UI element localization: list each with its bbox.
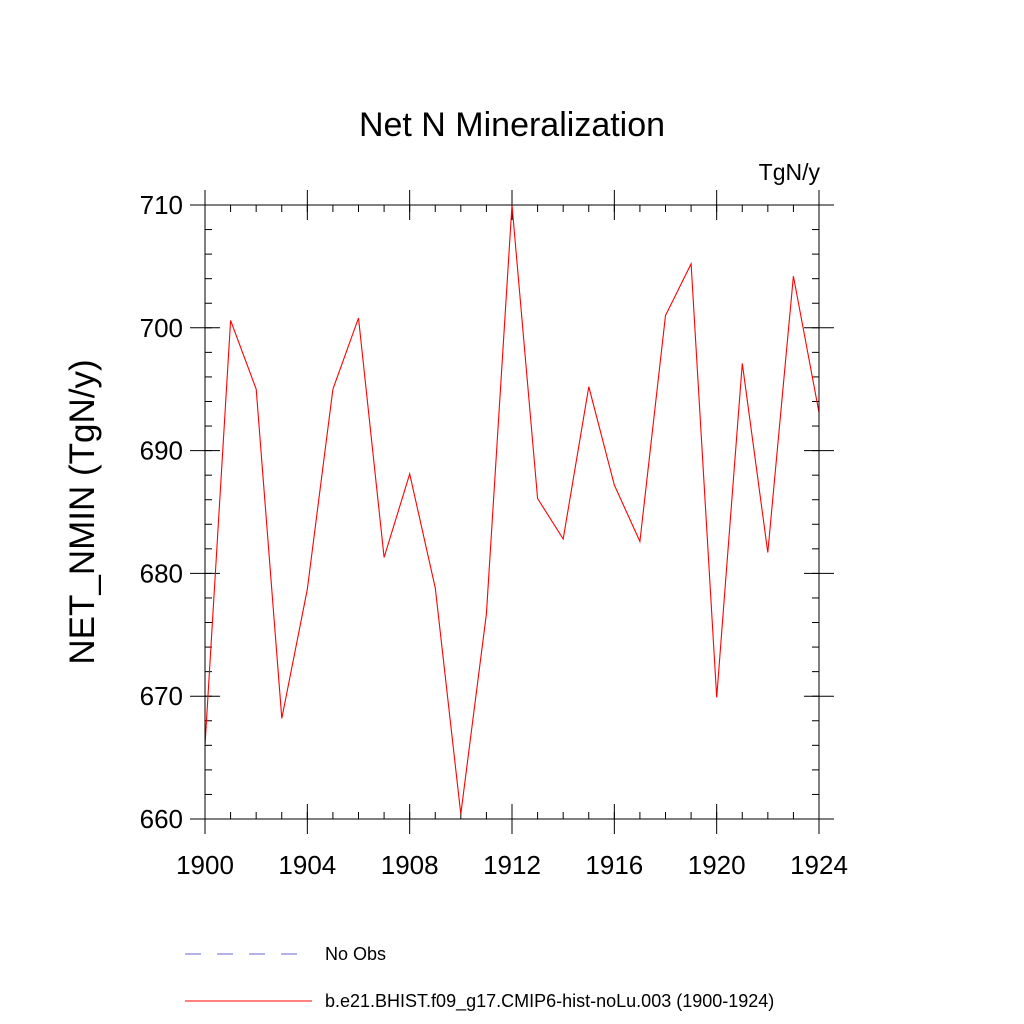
- x-tick-label: 1916: [585, 850, 643, 880]
- x-tick-labels: 1900 1904 1908 1912 1916 1920 1924: [176, 850, 848, 880]
- x-tick-label: 1924: [790, 850, 848, 880]
- y-tick-label: 690: [140, 436, 183, 466]
- legend-label: b.e21.BHIST.f09_g17.CMIP6-hist-noLu.003 …: [325, 991, 774, 1012]
- y-tick-label: 700: [140, 313, 183, 343]
- x-tick-label: 1908: [381, 850, 439, 880]
- units-label: TgN/y: [759, 159, 821, 185]
- minor-ticks: [204, 204, 820, 820]
- x-tick-label: 1900: [176, 850, 234, 880]
- y-tick-label: 710: [140, 190, 183, 220]
- x-tick-label: 1920: [688, 850, 746, 880]
- series-line: [204, 204, 820, 815]
- y-tick-labels: 660 670 680 690 700 710: [140, 190, 183, 834]
- plot-lines: [204, 204, 820, 815]
- y-tick-label: 670: [140, 681, 183, 711]
- major-ticks: [190, 190, 834, 834]
- y-tick-label: 660: [140, 804, 183, 834]
- plot-frame: [204, 204, 820, 820]
- legend-label: No Obs: [325, 944, 386, 964]
- chart-title: Net N Mineralization: [359, 106, 665, 144]
- x-tick-label: 1912: [483, 850, 541, 880]
- y-axis-label: NET_NMIN (TgN/y): [63, 359, 102, 664]
- y-tick-label: 680: [140, 558, 183, 588]
- x-tick-label: 1904: [278, 850, 336, 880]
- legend: No Obs b.e21.BHIST.f09_g17.CMIP6-hist-noL…: [185, 944, 774, 1012]
